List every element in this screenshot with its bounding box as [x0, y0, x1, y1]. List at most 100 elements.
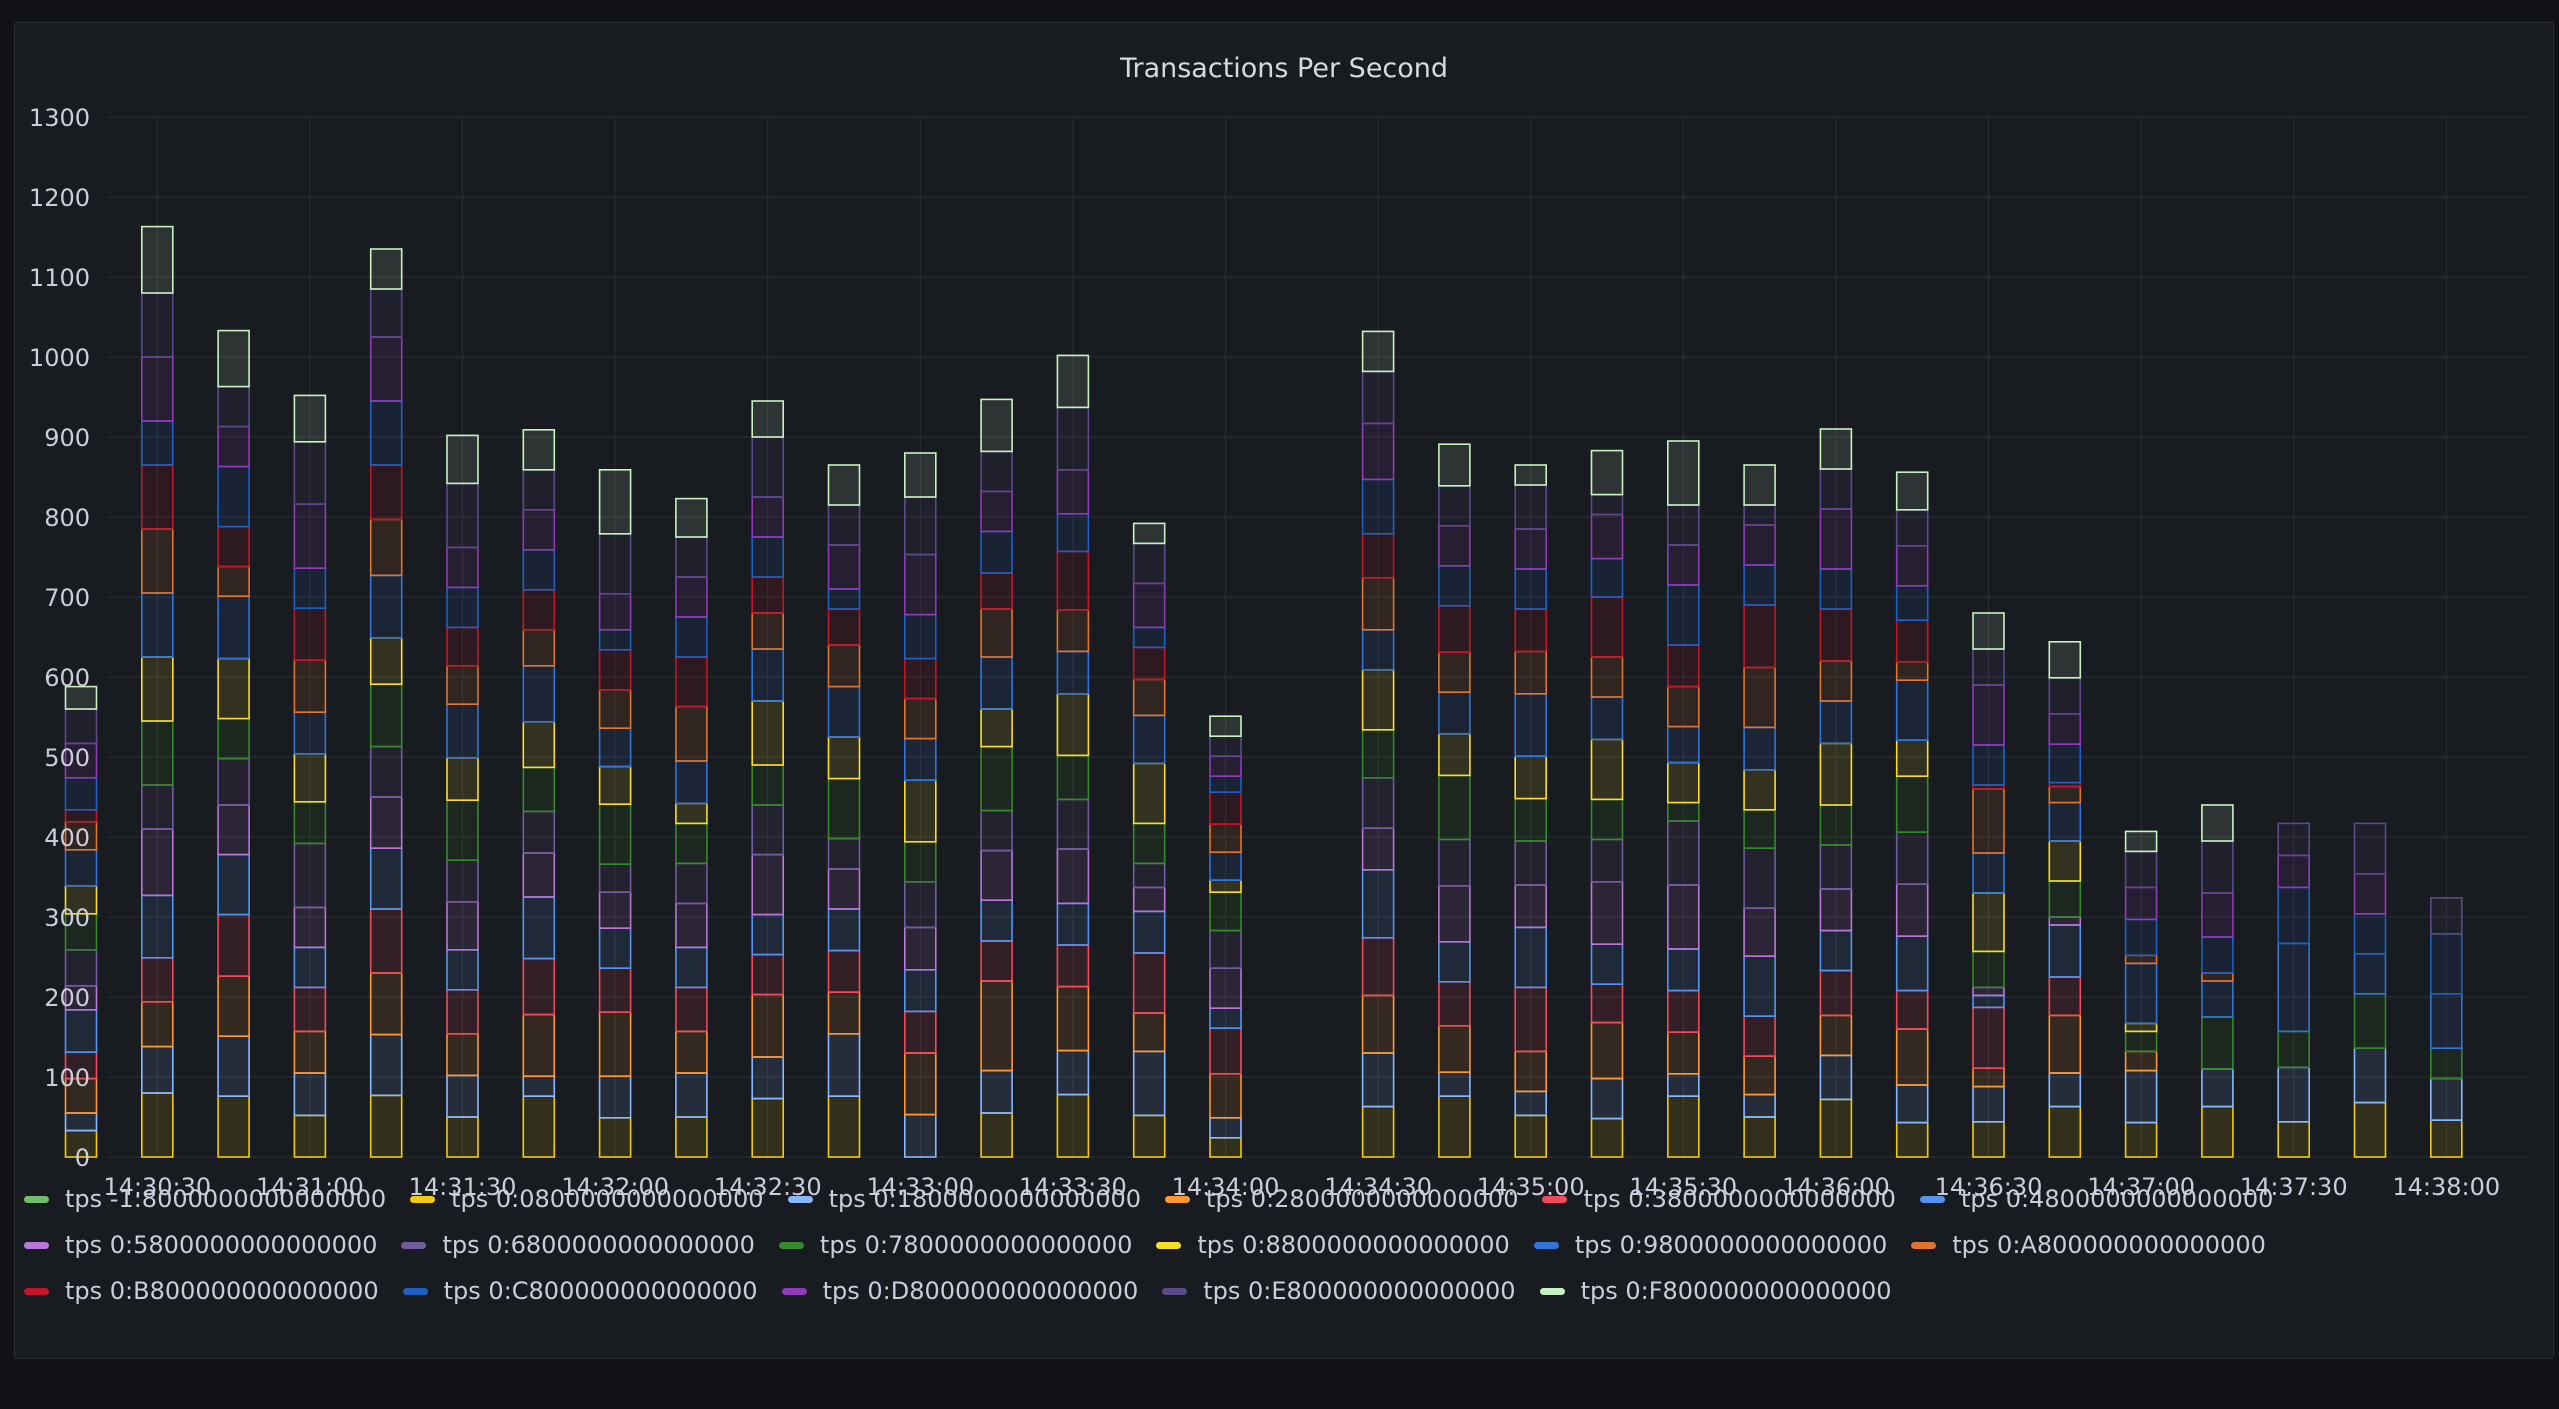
bar-segment: [217, 1095, 250, 1158]
legend-item[interactable]: tps 0:0800000000000000: [410, 1185, 764, 1213]
bar-segment: [293, 800, 327, 845]
bar-segment: [1514, 608, 1547, 653]
bar-segment: [141, 1000, 174, 1048]
bar-segment: [2048, 640, 2082, 679]
bar-segment: [369, 288, 403, 338]
bar-segment: [446, 546, 479, 589]
bar-segment: [980, 450, 1013, 493]
legend-item[interactable]: tps 0:F800000000000000: [1539, 1277, 1892, 1305]
legend-item[interactable]: tps 0:4800000000000000: [1919, 1185, 2273, 1213]
legend-item[interactable]: tps 0:B800000000000000: [24, 1277, 379, 1305]
bar-segment: [1438, 484, 1471, 527]
bar-segment: [827, 544, 861, 590]
bar-segment: [1895, 619, 1929, 663]
bar-segment: [751, 853, 785, 916]
bar-segment: [446, 1116, 479, 1158]
bar-segment: [1667, 989, 1700, 1033]
y-tick-label: 1100: [29, 264, 90, 292]
legend-item[interactable]: tps 0:7800000000000000: [778, 1231, 1132, 1259]
bar-segment: [1209, 851, 1242, 882]
bar-segment: [1361, 868, 1395, 939]
bar-segment: [1514, 884, 1547, 929]
bar-segment: [751, 1097, 785, 1158]
legend: tps -1:8000000000000000 tps 0:08000000000…: [24, 1185, 2424, 1305]
bar-segment: [1132, 1050, 1166, 1117]
bar-segment: [522, 852, 556, 898]
bar-segment: [1361, 936, 1395, 997]
bar-segment: [369, 796, 403, 850]
legend-swatch: [778, 1241, 804, 1249]
bar-segment: [598, 1075, 632, 1119]
y-tick-label: 1300: [29, 104, 90, 132]
panel-title: Transactions Per Second: [1119, 53, 1449, 84]
bar-segment: [980, 608, 1013, 658]
legend-item[interactable]: tps 0:A800000000000000: [1911, 1231, 2266, 1259]
bar-segment: [369, 636, 403, 685]
bar-segment: [369, 336, 403, 402]
legend-item[interactable]: tps 0:9800000000000000: [1533, 1231, 1887, 1259]
x-tick-label: 14:35:00: [1477, 1173, 1585, 1201]
bar-segment: [827, 644, 861, 688]
bar-segment: [675, 760, 708, 805]
bar-segment: [980, 1069, 1013, 1114]
bar-segment: [141, 420, 174, 466]
bar-segment: [1667, 644, 1700, 688]
bar-segment: [2124, 1030, 2158, 1053]
bar-segment: [369, 574, 403, 639]
bar-segment: [1743, 666, 1776, 729]
bar-segment: [1056, 354, 1090, 409]
bar-segment: [675, 822, 708, 865]
y-tick-label: 600: [44, 664, 90, 692]
bar-segment: [1667, 685, 1700, 728]
legend-label: tps 0:B800000000000000: [65, 1277, 379, 1305]
bar-segment: [980, 1112, 1013, 1158]
bar-segment: [2201, 892, 2234, 938]
legend-item[interactable]: tps 0:C800000000000000: [402, 1277, 758, 1305]
legend-item[interactable]: tps 0:8800000000000000: [1156, 1231, 1510, 1259]
bar-segment: [1132, 714, 1166, 765]
legend-item[interactable]: tps 0:5800000000000000: [24, 1231, 377, 1259]
legend-label: tps 0:A800000000000000: [1952, 1231, 2266, 1259]
legend-item[interactable]: tps 0:E800000000000000: [1162, 1277, 1516, 1305]
bar-segment: [369, 464, 403, 521]
bar-segment: [522, 508, 556, 551]
legend-item[interactable]: tps 0:1800000000000000: [787, 1185, 1141, 1213]
bar-segment: [522, 664, 556, 723]
bars: [64, 225, 2463, 1158]
legend-item[interactable]: tps 0:3800000000000000: [1542, 1185, 1896, 1213]
bar-segment: [293, 986, 327, 1033]
legend-item[interactable]: tps 0:2800000000000000: [1165, 1185, 1518, 1213]
bar-segment: [1438, 564, 1471, 607]
bar-segment: [522, 1013, 556, 1077]
bar-segment: [1514, 692, 1547, 757]
bar-segment: [141, 592, 174, 658]
bar-segment: [1972, 648, 2005, 686]
bar-segment: [1514, 528, 1547, 570]
y-tick-label: 0: [75, 1144, 90, 1172]
bar-segment: [675, 656, 708, 708]
legend-swatch: [24, 1241, 49, 1249]
bar-segment: [522, 548, 556, 591]
bar-segment: [217, 595, 250, 660]
bar-segment: [1819, 888, 1853, 932]
bar-segment: [293, 659, 327, 714]
x-tick-label: 14:31:00: [256, 1173, 364, 1201]
legend-item[interactable]: tps -1:8000000000000000: [24, 1185, 386, 1213]
bar-segment: [1743, 524, 1776, 566]
bar-segment: [1819, 804, 1853, 846]
y-tick-label: 800: [44, 504, 90, 532]
bar-segment: [1132, 910, 1166, 954]
bar-segment: [1514, 1114, 1547, 1158]
legend-item[interactable]: tps 0:D800000000000000: [781, 1277, 1138, 1305]
bar-segment: [675, 576, 708, 618]
bar-segment: [217, 385, 250, 428]
bar-segment: [522, 1075, 556, 1097]
x-tick-label: 14:36:00: [1782, 1173, 1890, 1201]
legend-item[interactable]: tps 0:6800000000000000: [401, 1231, 755, 1259]
bar-segment: [903, 1010, 937, 1054]
bar-segment: [1972, 986, 2005, 997]
bar-segment: [1514, 986, 1547, 1053]
bar-segment: [1361, 1052, 1395, 1108]
bar-segment: [1514, 926, 1547, 989]
legend-swatch: [781, 1287, 807, 1295]
